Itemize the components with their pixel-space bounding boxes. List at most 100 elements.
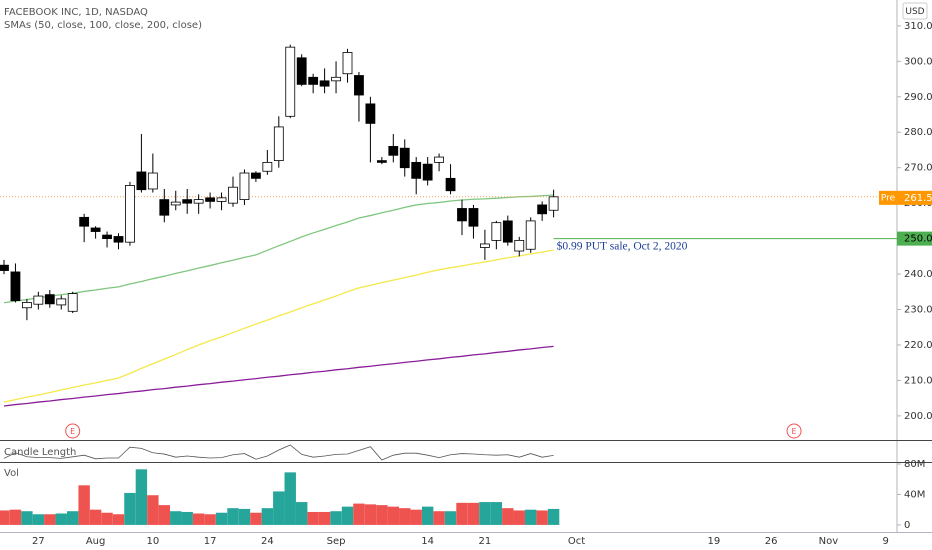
pane-title: Vol: [4, 468, 19, 479]
volume-bar: [399, 508, 411, 525]
premarket-price-label: 261.50: [904, 193, 932, 204]
earnings-label: E: [792, 427, 797, 436]
candle-body: [354, 75, 364, 96]
y-tick-label: 240.00: [904, 269, 932, 280]
volume-bar: [433, 511, 445, 525]
y-tick-label: 310.00: [904, 21, 932, 32]
candle-body: [273, 126, 284, 162]
volume-bar: [192, 513, 205, 525]
volume-bar: [330, 511, 342, 525]
volume-bar: [147, 495, 159, 525]
volume-bar: [250, 512, 262, 525]
volume-bar: [364, 504, 377, 525]
candle-body: [548, 196, 559, 211]
earnings-marker: [65, 423, 81, 439]
candle-body: [434, 156, 445, 163]
volume-bar: [513, 510, 525, 525]
candle-body: [262, 161, 273, 172]
indicator-legend: SMAs (50, close, 100, close, 200, close): [4, 20, 202, 31]
candle-body: [422, 163, 433, 181]
x-tick-label: Aug: [86, 536, 106, 547]
premarket-price-box: [897, 190, 932, 205]
volume-bar: [353, 503, 365, 525]
volume-bar: [112, 514, 125, 525]
volume-bar: [78, 485, 90, 525]
candle-body: [365, 103, 376, 124]
volume-bar: [421, 506, 434, 525]
y-tick-label: 280.00: [904, 127, 932, 138]
volume-bar: [261, 508, 274, 525]
volume-bar: [215, 512, 228, 525]
volume-bar: [273, 491, 285, 525]
volume-bar: [307, 511, 319, 525]
volume-bar: [479, 502, 491, 525]
premarket-tag-label: Pre: [881, 193, 896, 203]
candle-body: [388, 146, 399, 156]
sma-line: [3, 345, 554, 407]
candle-body: [319, 80, 330, 87]
y-tick-label: 270.00: [904, 163, 932, 174]
volume-bar: [135, 469, 148, 525]
candle-body: [125, 185, 135, 243]
candle-body: [376, 160, 387, 163]
volume-bar: [101, 512, 113, 525]
x-tick-label: 19: [708, 536, 721, 547]
candle-body: [102, 234, 112, 240]
volume-bar: [502, 508, 514, 525]
volume-bar: [376, 505, 388, 525]
volume-bar: [181, 511, 193, 525]
x-tick-label: Nov: [819, 536, 839, 547]
candle-body: [228, 186, 238, 204]
volume-bar: [410, 509, 422, 525]
candle-body: [285, 46, 296, 117]
pane-title: Candle Length: [4, 447, 76, 458]
candle-body: [0, 264, 9, 271]
x-tick-label: 10: [146, 536, 159, 547]
candle-body: [445, 177, 456, 192]
candle-body: [491, 222, 502, 241]
x-tick-label: 14: [421, 536, 434, 547]
y-tick-label: 290.00: [904, 92, 932, 103]
y-tick-label: 220.00: [904, 340, 932, 351]
volume-bar: [284, 472, 296, 525]
y-tick-label: 300.00: [904, 56, 932, 67]
currency-box[interactable]: [902, 2, 928, 20]
volume-tick-label: 0: [904, 520, 910, 531]
volume-bar: [238, 508, 251, 525]
x-tick-label: 24: [261, 536, 274, 547]
x-tick-label: Sep: [327, 536, 346, 547]
candle-length-line: [3, 444, 554, 461]
currency-label[interactable]: USD: [905, 7, 924, 17]
volume-bar: [536, 510, 548, 525]
x-tick-label: 26: [765, 536, 778, 547]
volume-bar: [227, 508, 239, 525]
volume-bar: [467, 502, 480, 525]
premarket-tag: [879, 190, 897, 205]
candle-body: [250, 172, 261, 179]
candle-body: [479, 243, 490, 248]
volume-bar: [387, 506, 399, 525]
volume-bar: [525, 509, 537, 525]
candle-body: [296, 57, 307, 85]
x-tick-label: 21: [479, 536, 492, 547]
candle-body: [239, 172, 250, 201]
candle-body: [67, 293, 78, 312]
volume-bar: [44, 514, 56, 525]
volume-bar: [456, 502, 468, 525]
alert-price-box: [897, 231, 932, 246]
earnings-marker: [786, 423, 802, 439]
candle-body: [21, 302, 32, 309]
volume-bar: [296, 502, 308, 525]
candle-body: [136, 171, 147, 191]
x-tick-label: Oct: [568, 536, 585, 547]
volume-tick-label: 40M: [904, 489, 925, 500]
volume-bar: [547, 508, 560, 525]
volume-bar: [204, 514, 216, 525]
candle-body: [147, 172, 158, 190]
volume-bar: [124, 492, 136, 525]
y-tick-label: 230.00: [904, 305, 932, 316]
candle-body: [342, 52, 353, 75]
earnings-label: E: [70, 427, 75, 436]
